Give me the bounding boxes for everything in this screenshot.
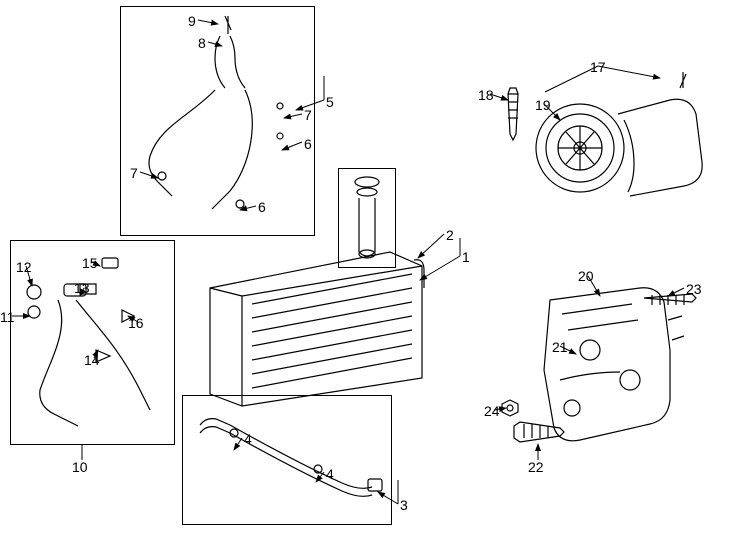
callout-16: 16 [128,316,144,330]
part-hose-bottom [182,395,392,525]
callout-6b: 6 [258,200,266,214]
callout-1: 1 [462,250,470,264]
callout-7b: 7 [130,166,138,180]
callout-18: 18 [478,88,494,102]
part-nut-24 [498,398,522,418]
callout-3: 3 [400,498,408,512]
callout-7a: 7 [304,108,312,122]
part-condenser [200,248,430,408]
callout-11: 11 [0,310,15,324]
callout-8: 8 [198,36,206,50]
part-bolt-18 [498,84,528,144]
callout-5: 5 [326,95,334,109]
callout-24: 24 [484,404,500,418]
callout-15: 15 [82,256,98,270]
callout-2: 2 [446,228,454,242]
callout-17: 17 [590,60,606,74]
callout-12: 12 [16,260,32,274]
callout-10: 10 [72,460,88,474]
callout-21: 21 [552,340,568,354]
callout-20: 20 [578,269,594,283]
part-hoses-top [120,6,315,236]
callout-19: 19 [535,98,551,112]
callout-4a: 4 [326,467,334,481]
callout-13: 13 [74,281,90,295]
callout-6a: 6 [304,137,312,151]
callout-9: 9 [188,14,196,28]
callout-4b: 4 [244,432,252,446]
part-bolt-22 [508,416,568,446]
callout-22: 22 [528,460,544,474]
callout-14: 14 [84,353,100,367]
callout-23: 23 [686,282,702,296]
part-compressor [520,70,710,220]
parts-diagram: 1 2 3 4 4 5 6 6 7 7 8 9 10 11 12 13 14 1… [0,0,734,540]
